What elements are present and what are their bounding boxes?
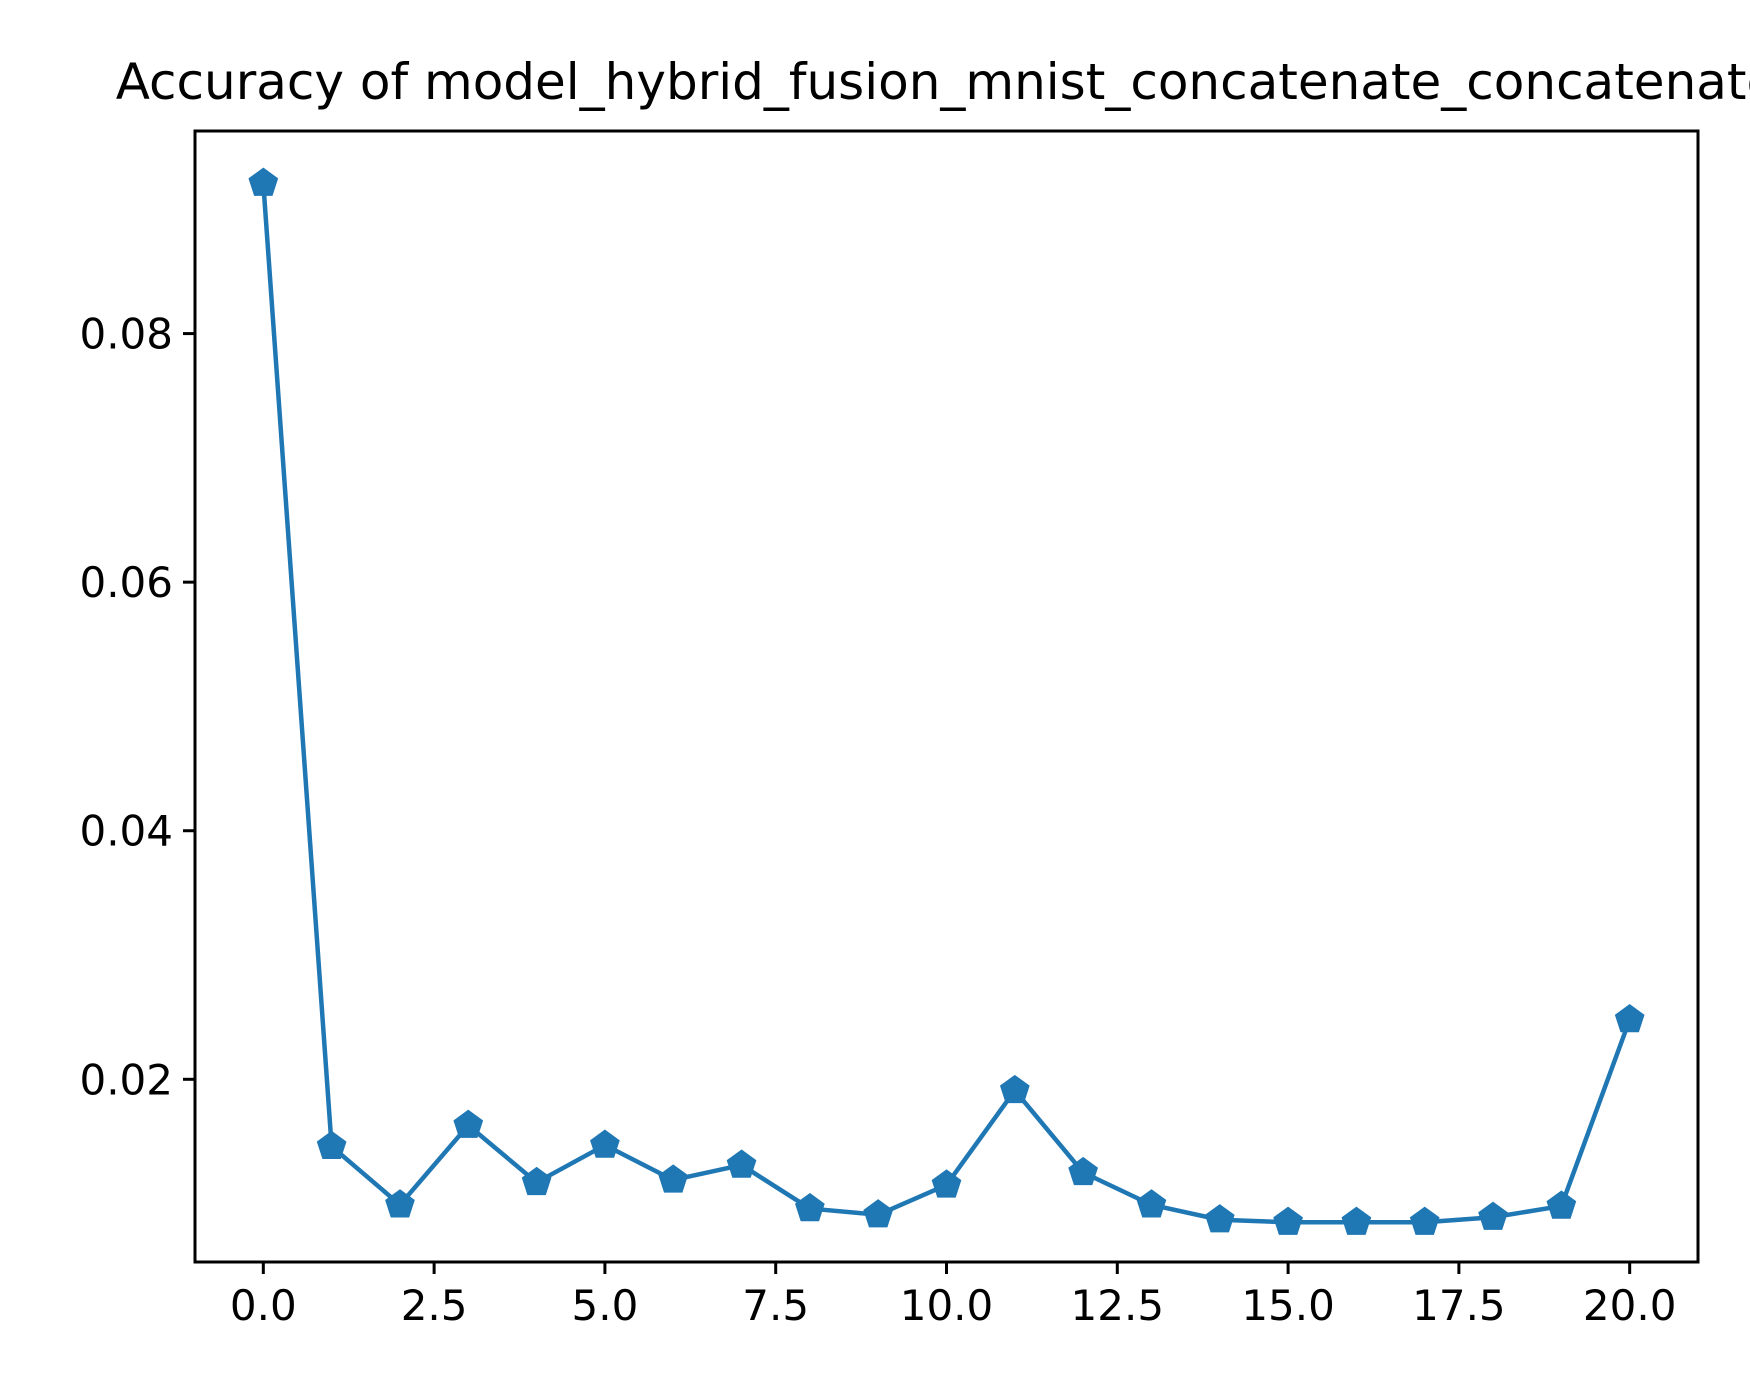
axes-frame xyxy=(193,129,1700,1264)
data-point-marker xyxy=(1409,1206,1440,1235)
data-point-marker xyxy=(1068,1156,1098,1186)
y-tick-label: 0.06 xyxy=(79,558,173,607)
plot-area xyxy=(248,167,1645,1235)
data-point-marker xyxy=(1273,1206,1303,1235)
x-axis: 0.0 2.5 5.0 7.5 10.0 12.5 15.0 17.5 20.0 xyxy=(230,1262,1677,1330)
x-tick-label: 20.0 xyxy=(1583,1281,1677,1330)
y-tick-label: 0.08 xyxy=(79,310,173,359)
x-tick-label: 7.5 xyxy=(742,1281,809,1330)
data-point-marker xyxy=(316,1130,347,1160)
data-point-marker xyxy=(248,167,279,196)
data-point-marker xyxy=(1478,1201,1508,1230)
data-point-marker xyxy=(931,1169,962,1198)
data-point-marker xyxy=(1546,1190,1577,1219)
data-point-marker xyxy=(863,1199,894,1228)
x-tick-label: 10.0 xyxy=(900,1281,994,1330)
x-tick-label: 0.0 xyxy=(230,1281,297,1330)
data-point-marker xyxy=(795,1192,825,1222)
data-point-marker xyxy=(1341,1206,1372,1235)
x-tick-label: 5.0 xyxy=(572,1281,639,1330)
data-point-marker xyxy=(521,1166,552,1196)
chart-title: Accuracy of model_hybrid_fusion_mnist_co… xyxy=(116,53,1750,111)
data-point-marker xyxy=(726,1149,757,1178)
data-point-marker xyxy=(453,1109,484,1138)
data-point-marker xyxy=(1204,1204,1235,1233)
y-axis: 0.02 0.04 0.06 0.08 xyxy=(79,310,195,1104)
x-tick-label: 2.5 xyxy=(401,1281,468,1330)
data-point-marker xyxy=(1614,1004,1645,1033)
y-tick-label: 0.02 xyxy=(79,1055,173,1104)
data-point-marker xyxy=(385,1189,415,1218)
x-tick-label: 12.5 xyxy=(1071,1281,1165,1330)
data-point-marker xyxy=(1136,1189,1167,1218)
data-point-marker xyxy=(590,1129,620,1158)
x-tick-label: 17.5 xyxy=(1412,1281,1506,1330)
data-point-marker xyxy=(658,1164,689,1193)
data-point-marker xyxy=(999,1074,1030,1104)
y-tick-label: 0.04 xyxy=(79,807,173,856)
series-line xyxy=(261,183,1632,1225)
x-tick-label: 15.0 xyxy=(1241,1281,1335,1330)
